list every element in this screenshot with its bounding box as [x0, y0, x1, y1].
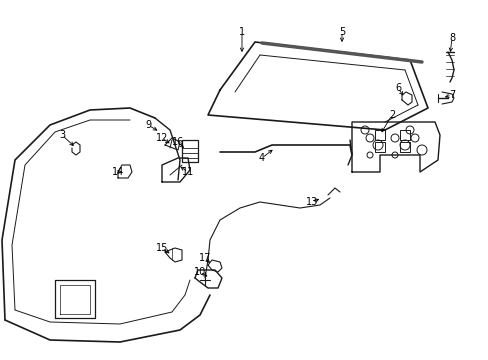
Text: 13: 13	[305, 197, 318, 207]
Text: 10: 10	[193, 267, 206, 277]
Text: 6: 6	[394, 83, 400, 93]
Text: 2: 2	[388, 110, 394, 120]
Text: 5: 5	[338, 27, 345, 37]
Text: 15: 15	[156, 243, 168, 253]
Text: 1: 1	[239, 27, 244, 37]
Bar	[182, 140, 198, 162]
Text: 16: 16	[171, 137, 184, 147]
Text: 17: 17	[199, 253, 211, 263]
Bar	[399, 130, 409, 140]
Text: 8: 8	[448, 33, 454, 43]
Text: 7: 7	[448, 90, 454, 100]
Text: 11: 11	[182, 167, 194, 177]
Text: 9: 9	[144, 120, 151, 130]
Bar	[374, 130, 384, 140]
Bar	[374, 142, 384, 152]
Bar	[399, 142, 409, 152]
Text: 14: 14	[112, 167, 124, 177]
Text: 12: 12	[156, 133, 168, 143]
Text: 3: 3	[59, 130, 65, 140]
Text: 4: 4	[259, 153, 264, 163]
